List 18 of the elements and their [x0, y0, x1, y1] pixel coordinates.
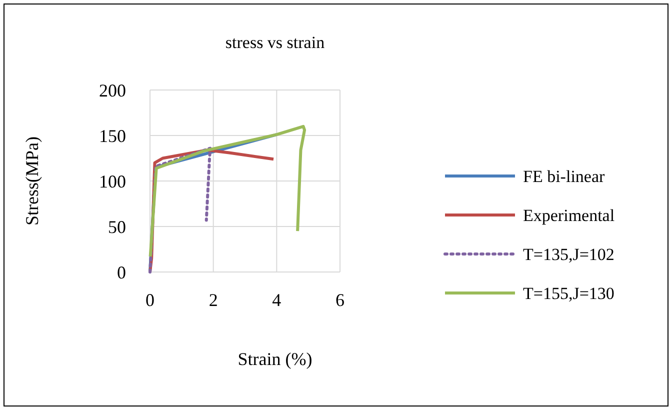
y-tick-label: 150 [99, 126, 126, 146]
y-tick-label: 0 [117, 262, 126, 282]
x-tick-label: 4 [272, 290, 282, 310]
legend-label: FE bi-linear [523, 166, 606, 186]
y-tick-label: 50 [108, 216, 126, 237]
x-tick-label: 6 [336, 290, 344, 310]
legend-label: T=155,J=130 [523, 284, 614, 303]
y-tick-label: 100 [99, 171, 126, 192]
y-tick-label: 200 [99, 80, 126, 100]
legend-label: Experimental [523, 206, 615, 225]
chart-title: stress vs strain [225, 33, 326, 52]
x-tick-label: 0 [146, 290, 154, 310]
line-series [148, 146, 212, 274]
legend-label: T=135,J=102 [523, 244, 614, 264]
y-axis-title: Stress(MPa) [22, 136, 42, 226]
line-series [148, 124, 306, 258]
x-tick-label: 2 [208, 290, 218, 310]
x-axis-title: Strain (%) [238, 349, 312, 369]
